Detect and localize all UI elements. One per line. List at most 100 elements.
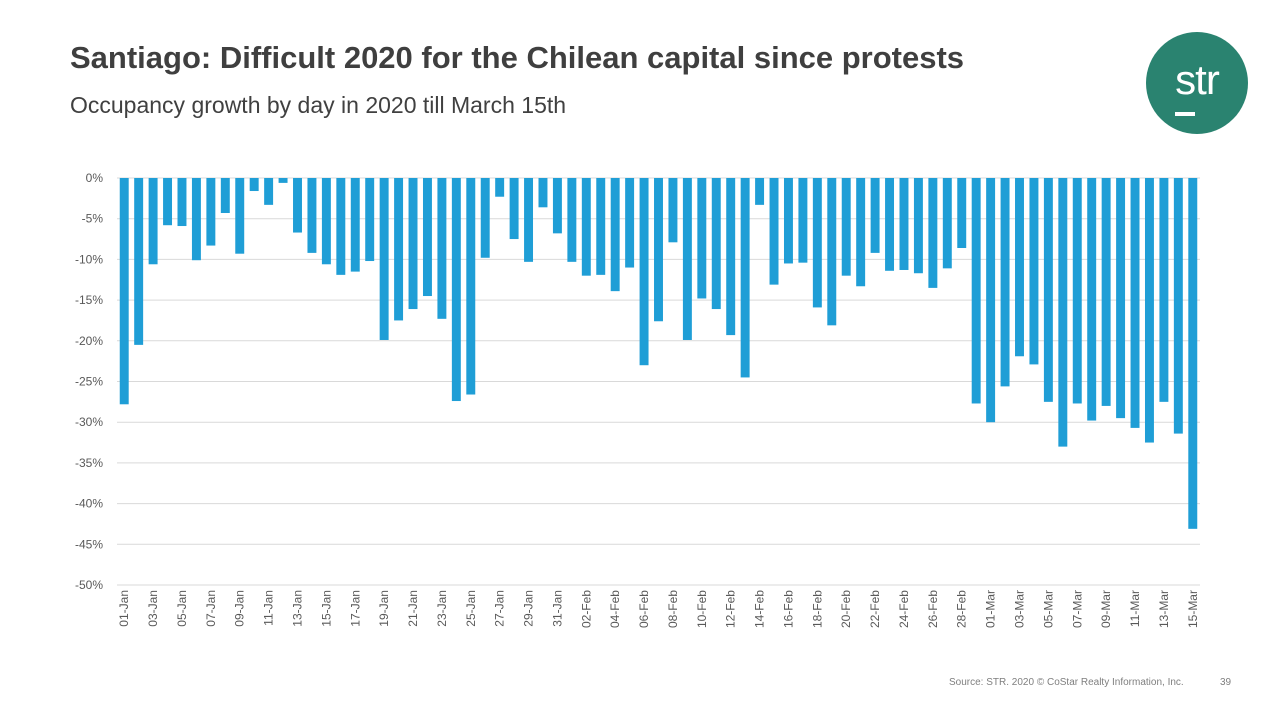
bar [1159,178,1169,402]
x-tick-label: 07-Mar [1070,590,1084,628]
bar [480,178,490,258]
y-tick-label: -40% [75,497,103,511]
y-tick-label: -25% [75,375,103,389]
x-tick-label: 09-Jan [233,590,247,627]
bar [957,178,967,249]
y-tick-label: -5% [82,212,104,226]
bar [249,178,259,192]
bar [321,178,331,265]
bar [1058,178,1068,447]
bar [148,178,158,265]
bar [437,178,447,319]
bar [668,178,678,243]
bar [682,178,692,340]
bar [379,178,389,340]
bar [596,178,606,275]
y-tick-label: -45% [75,537,103,551]
page-number: 39 [1220,677,1232,688]
bar [422,178,432,297]
x-tick-label: 24-Feb [897,590,911,628]
y-tick-label: -10% [75,252,103,266]
bar [365,178,375,262]
bar [191,178,201,261]
bar [697,178,707,299]
y-tick-label: -20% [75,334,103,348]
bar [711,178,721,310]
bar [581,178,591,276]
bar [726,178,736,336]
bar [913,178,923,274]
bar [567,178,577,262]
x-tick-label: 20-Feb [839,590,853,628]
bar [293,178,302,233]
bar [1188,178,1198,529]
bar [798,178,808,263]
page-title: Santiago: Difficult 2020 for the Chilean… [70,40,965,75]
bar [119,178,129,405]
bar [394,178,404,321]
bar [134,178,144,345]
bar [495,178,505,197]
y-tick-label: 0% [86,171,104,185]
bar [538,178,548,208]
x-tick-label: 13-Mar [1157,590,1171,628]
bar [740,178,750,378]
bar [841,178,851,276]
bar [1130,178,1140,428]
x-tick-label: 16-Feb [781,590,795,628]
x-tick-label: 27-Jan [493,590,507,627]
bar [986,178,996,423]
bar [1116,178,1126,419]
x-tick-label: 01-Jan [117,590,131,627]
x-tick-label: 06-Feb [637,590,651,628]
bar [1087,178,1097,421]
bar [524,178,534,262]
x-tick-label: 05-Mar [1041,590,1055,628]
x-tick-label: 11-Mar [1128,590,1142,627]
bar [942,178,952,269]
bar [755,178,765,205]
bars [119,178,1198,529]
x-tick-label: 05-Jan [175,590,189,627]
x-tick-label: 03-Jan [146,590,160,627]
x-tick-label: 18-Feb [810,590,824,628]
x-tick-label: 10-Feb [695,590,709,628]
x-tick-label: 31-Jan [550,590,564,627]
x-tick-label: 13-Jan [291,590,305,627]
x-tick-label: 12-Feb [724,590,738,628]
bar [625,178,635,268]
bar [451,178,461,402]
bar [350,178,360,272]
x-tick-label: 19-Jan [377,590,391,627]
bar [1043,178,1053,402]
bar [928,178,938,288]
bar [177,178,187,227]
bar [235,178,245,254]
bar [206,178,216,246]
bar [466,178,476,395]
bar [1144,178,1154,443]
x-tick-label: 15-Mar [1186,590,1200,628]
bar [639,178,649,366]
x-tick-label: 09-Mar [1099,590,1113,628]
bar [827,178,837,326]
bar [610,178,620,292]
bar [336,178,346,275]
x-tick-label: 25-Jan [464,590,478,627]
x-tick-label: 02-Feb [579,590,593,628]
bar [408,178,418,310]
x-tick-label: 07-Jan [204,590,218,627]
bar [1015,178,1024,357]
bar [812,178,822,308]
bar [220,178,230,214]
y-tick-label: -15% [75,293,103,307]
bar [307,178,317,253]
y-axis-ticks: 0% -5% -10% -15% -20% -25% -30% -35% -40% -45% -50… [75,171,103,592]
x-tick-label: 29-Jan [522,590,536,627]
x-tick-label: 23-Jan [435,590,449,627]
bar [1000,178,1010,387]
x-tick-label: 28-Feb [955,590,969,628]
bar [1029,178,1039,365]
x-tick-label: 17-Jan [348,590,362,627]
